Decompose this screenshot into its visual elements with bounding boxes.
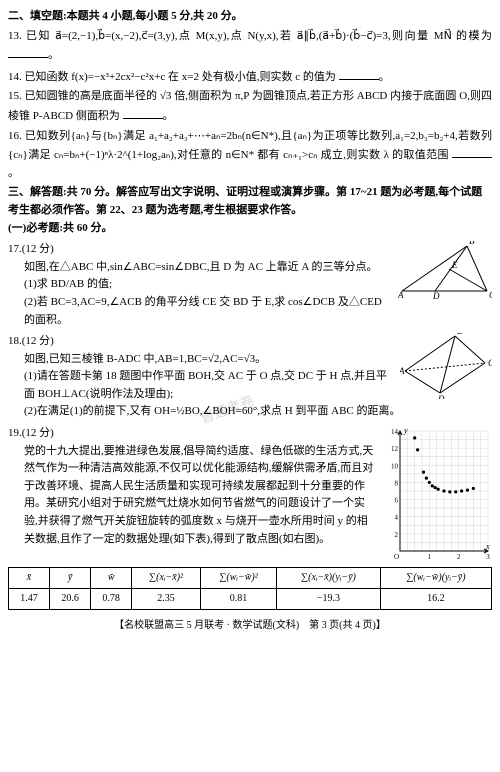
svg-text:2: 2 — [395, 531, 399, 539]
problem-17: ABCDE 17.(12 分) 如图,在△ABC 中,sin∠ABC=sin∠D… — [8, 241, 492, 329]
blank-14 — [339, 67, 379, 80]
svg-text:D: D — [437, 394, 445, 399]
p16-text: 已知数列{aₙ}与{bₙ}满足 a₁+a₂+a₃+⋯+aₙ=2bₙ(n∈N*),… — [8, 130, 492, 162]
p13-text: 已知 a⃗=(2,−1),b⃗=(x,−2),c⃗=(3,y),点 M(x,y)… — [26, 30, 492, 42]
svg-text:C: C — [489, 290, 492, 299]
problem-14: 14. 已知函数 f(x)=−x³+2cx²−c²x+c 在 x=2 处有极小值… — [8, 67, 492, 87]
svg-text:x: x — [485, 542, 490, 551]
svg-text:A: A — [400, 366, 405, 376]
blank-13 — [8, 45, 48, 58]
section2-title: 二、填空题:本题共 4 小题,每小题 5 分,共 20 分。 — [8, 8, 492, 26]
svg-text:C: C — [488, 358, 492, 368]
section3-sub: (一)必考题:共 60 分。 — [8, 220, 492, 238]
svg-text:O: O — [394, 553, 399, 561]
p17-num: 17. — [8, 243, 22, 255]
p13-num: 13. — [8, 30, 22, 42]
p17-q2: (2)若 BC=3,AC=9,∠ACB 的角平分线 CE 交 BD 于 E,求 … — [8, 294, 492, 329]
p19-pts: (12 分) — [22, 427, 54, 439]
svg-text:1: 1 — [428, 553, 432, 561]
p15-num: 15. — [8, 90, 22, 102]
svg-text:8: 8 — [395, 479, 399, 487]
page-footer: 【名校联盟高三 5 月联考 · 数学试题(文科) 第 3 页(共 4 页)】 — [8, 618, 492, 634]
blank-15 — [123, 106, 163, 119]
scatter-chart: 2468101214123yxO — [382, 425, 492, 563]
svg-text:12: 12 — [391, 445, 399, 453]
svg-text:B: B — [457, 333, 463, 336]
svg-text:10: 10 — [391, 462, 399, 470]
problem-15: 15. 已知圆锥的高是底面半径的 √3 倍,侧面积为 π,P 为圆锥顶点,若正方… — [8, 88, 492, 125]
svg-text:4: 4 — [395, 514, 399, 522]
problem-13: 13. 已知 a⃗=(2,−1),b⃗=(x,−2),c⃗=(3,y),点 M(… — [8, 28, 492, 65]
p16-num: 16. — [8, 130, 22, 142]
triangle-17-figure: A B C D E — [397, 241, 492, 299]
svg-text:D: D — [432, 291, 440, 299]
svg-text:B: B — [469, 241, 475, 246]
p18-pts: (12 分) — [22, 335, 54, 347]
svg-text:E: E — [451, 260, 458, 270]
tetrahedron-18-figure: A B C D — [400, 333, 492, 399]
p17-pts: (12 分) — [22, 243, 54, 255]
section3-title: 三、解答题:共 70 分。解答应写出文字说明、证明过程或演算步骤。第 17~21… — [8, 184, 492, 219]
p19-num: 19. — [8, 427, 22, 439]
svg-text:A: A — [397, 290, 404, 299]
p14-num: 14. — [8, 71, 22, 83]
p18-q2: (2)在满足(1)的前提下,又有 OH=½BO,∠BOH=60°,求点 H 到平… — [8, 403, 492, 421]
problem-18: ABCD 18.(12 分) 如图,已知三棱锥 B-ADC 中,AB=1,BC=… — [8, 333, 492, 421]
svg-text:y: y — [403, 426, 408, 435]
svg-text:2: 2 — [457, 553, 461, 561]
svg-text:3: 3 — [486, 553, 490, 561]
p18-num: 18. — [8, 335, 22, 347]
problem-19: 2468101214123yxO 19.(12 分) 党的十九大提出,要推进绿色… — [8, 425, 492, 563]
p15-text: 已知圆锥的高是底面半径的 √3 倍,侧面积为 π,P 为圆锥顶点,若正方形 AB… — [8, 90, 492, 122]
svg-text:14: 14 — [391, 428, 399, 436]
svg-text:6: 6 — [395, 497, 399, 505]
problem-16: 16. 已知数列{aₙ}与{bₙ}满足 a₁+a₂+a₃+⋯+aₙ=2bₙ(n∈… — [8, 128, 492, 183]
data-table: x̄ȳw̄∑(xᵢ−x̄)²∑(wᵢ−w̄)²∑(xᵢ−x̄)(yᵢ−ȳ)∑(w… — [8, 567, 492, 610]
blank-16 — [452, 145, 492, 158]
p14-text: 已知函数 f(x)=−x³+2cx²−c²x+c 在 x=2 处有极小值,则实数… — [25, 71, 336, 83]
